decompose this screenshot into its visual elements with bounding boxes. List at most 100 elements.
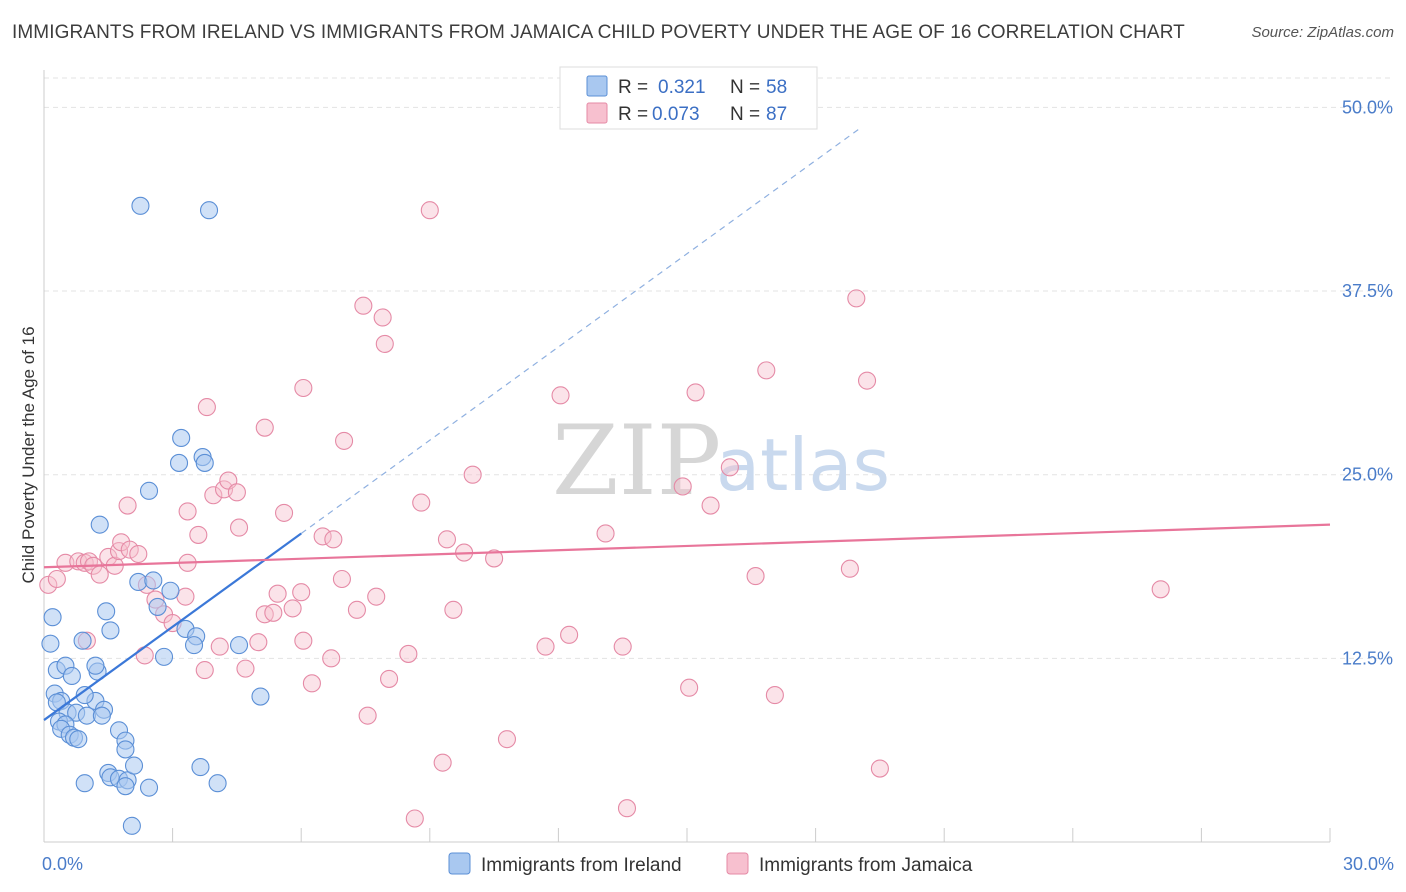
point-jamaica [292,583,311,602]
point-jamaica [399,644,418,663]
point-jamaica [680,678,699,697]
point-jamaica [536,637,555,656]
point-jamaica [47,569,66,589]
point-jamaica [701,496,720,515]
point-jamaica [204,486,223,505]
point-ireland [148,597,167,616]
point-ireland [77,706,96,725]
point-ireland [139,778,159,797]
point-jamaica [686,383,705,402]
chart-title: IMMIGRANTS FROM IRELAND VS IMMIGRANTS FR… [12,22,1185,43]
point-jamaica [380,669,399,688]
point-ireland [116,777,135,796]
y-tick-label: 50.0% [1342,97,1393,117]
legend-swatch-jamaica [586,102,608,124]
x-tick-label-min: 0.0% [42,854,83,874]
point-jamaica [840,559,859,578]
point-jamaica [405,809,424,828]
point-ireland [161,581,180,600]
legend-n-label-jamaica: N = [730,104,760,125]
watermark-atlas: atlas [716,423,890,507]
trend-line-jamaica [43,523,1331,569]
point-jamaica [313,527,332,546]
point-jamaica [847,289,866,308]
point-jamaica [129,544,148,564]
point-ireland [69,730,88,749]
point-jamaica [412,493,431,512]
point-ireland [75,686,94,705]
point-jamaica [275,503,294,522]
bottom-legend-label-ireland: Immigrants from Ireland [481,855,682,876]
point-ireland [116,740,135,759]
point-jamaica [322,649,341,668]
point-jamaica [354,296,373,315]
x-tick-label-max: 30.0% [1343,854,1394,874]
point-jamaica [195,661,214,680]
point-jamaica [617,799,637,818]
point-jamaica [596,524,615,543]
point-jamaica [437,530,456,549]
point-jamaica [367,587,386,606]
legend-n-ireland: 58 [766,77,787,98]
point-jamaica [746,567,765,586]
y-tick-label: 25.0% [1342,465,1393,485]
legend-n-jamaica: 87 [766,104,787,125]
point-ireland [86,656,105,675]
point-jamaica [197,398,216,417]
bottom-legend-swatch-ireland [448,852,471,875]
point-jamaica [118,496,137,515]
point-jamaica [857,371,877,390]
point-jamaica [229,518,249,537]
data-points [39,196,1170,835]
trend-ireland-extension [300,128,859,534]
point-jamaica [373,308,392,327]
point-ireland [43,608,62,627]
point-jamaica [335,431,354,450]
chart-source: Source: ZipAtlas.com [1251,24,1394,41]
point-ireland [195,453,214,472]
point-jamaica [176,587,195,606]
point-jamaica [673,477,692,496]
point-jamaica [433,753,452,772]
point-jamaica [332,569,351,589]
point-jamaica [375,334,394,353]
point-ireland [92,706,111,725]
point-jamaica [120,540,139,559]
point-ireland [90,515,109,534]
point-ireland [169,453,189,472]
point-ireland [251,687,270,706]
point-ireland [97,602,116,621]
series-legend: Immigrants from Ireland Immigrants from … [448,852,973,876]
y-tick-label: 37.5% [1342,281,1393,301]
point-ireland [62,666,81,686]
legend-r-label-jamaica: R = [618,104,648,125]
y-tick-labels: 12.5% 25.0% 37.5% 50.0% [1342,97,1393,668]
point-ireland [229,636,249,655]
point-jamaica [1151,580,1170,599]
point-ireland [129,572,148,591]
point-jamaica [463,465,482,484]
point-jamaica [255,418,274,437]
legend-swatch-ireland [586,75,608,97]
point-ireland [73,631,92,650]
point-jamaica [420,201,439,220]
point-ireland [41,634,60,653]
point-jamaica [324,530,343,549]
point-jamaica [294,631,313,650]
point-jamaica [178,502,197,521]
point-jamaica [249,633,268,652]
point-ireland [122,816,141,835]
gridlines [44,77,1394,659]
point-jamaica [870,759,889,778]
point-ireland [144,571,163,590]
point-ireland [154,647,174,666]
y-axis-label: Child Poverty Under the Age of 16 [19,326,38,583]
point-jamaica [283,599,302,618]
point-ireland [124,756,144,775]
legend-n-label-ireland: N = [730,77,760,98]
point-jamaica [765,686,784,705]
legend-r-ireland: 0.321 [658,77,706,98]
point-jamaica [227,483,246,502]
point-ireland [208,774,227,793]
